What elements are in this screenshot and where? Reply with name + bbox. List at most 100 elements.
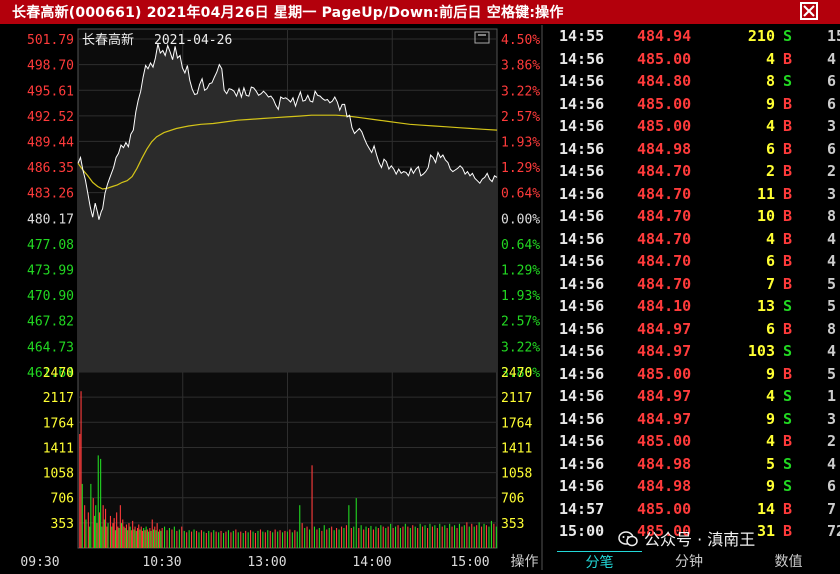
tick-count: 5 xyxy=(827,274,837,293)
tick-count: 8 xyxy=(827,207,837,225)
volume-bar xyxy=(134,526,136,548)
volume-bar xyxy=(128,523,130,548)
tick-time: 14:56 xyxy=(559,409,605,428)
right-axis-label: 1.29% xyxy=(501,161,540,176)
tick-row: 14:56 484.70 10 B 8 xyxy=(559,207,840,229)
intraday-chart: 501.79 498.70 495.61 492.52 489.44 486.35 483.… xyxy=(10,25,555,570)
tick-row: 14:56 485.00 4 B 4 xyxy=(559,49,840,72)
volume-bar xyxy=(286,531,288,548)
tick-price: 484.10 xyxy=(637,297,692,315)
volume-bar xyxy=(125,524,127,548)
volume-bar xyxy=(198,532,200,548)
tick-volume: 10 xyxy=(756,207,775,225)
volume-bar xyxy=(132,520,134,548)
volume-bar xyxy=(245,530,247,548)
tick-price: 484.98 xyxy=(637,139,692,158)
tick-count: 6 xyxy=(827,477,837,495)
tick-count: 3 xyxy=(827,409,837,428)
tick-count: 5 xyxy=(827,364,837,383)
tick-direction: B xyxy=(783,117,793,135)
volume-bar xyxy=(451,526,453,548)
price-area xyxy=(78,43,497,373)
volume-bar xyxy=(289,529,291,548)
volume-bar xyxy=(272,532,274,548)
tick-count: 6 xyxy=(827,139,837,158)
tab-3[interactable]: 数值 xyxy=(774,554,803,570)
volume-bar xyxy=(311,465,313,548)
tick-direction: B xyxy=(783,364,793,383)
volume-bar xyxy=(429,523,431,548)
tick-time: 14:56 xyxy=(559,297,605,315)
volume-bar xyxy=(196,530,198,548)
volume-bar xyxy=(355,498,357,548)
volume-bar xyxy=(113,518,115,548)
tab-1[interactable]: 分笔 xyxy=(557,551,642,571)
volume-bar xyxy=(210,532,212,548)
volume-bar xyxy=(441,526,443,548)
volume-axis-label: 706 xyxy=(51,492,74,507)
tick-volume: 7 xyxy=(765,274,775,293)
tick-direction: B xyxy=(783,162,793,180)
volume-bar xyxy=(331,526,333,548)
tick-volume: 13 xyxy=(756,297,775,315)
tick-count: 2 xyxy=(827,432,837,450)
volume-bar xyxy=(495,526,497,548)
volume-bar xyxy=(301,523,303,548)
chart-svg: 501.79 498.70 495.61 492.52 489.44 486.35 483.… xyxy=(20,25,543,570)
tick-volume: 9 xyxy=(765,364,775,383)
volume-bar xyxy=(153,529,155,548)
volume-bar xyxy=(215,531,217,548)
volume-bar xyxy=(114,530,116,548)
volume-bar xyxy=(160,530,162,548)
tick-time: 14:56 xyxy=(559,319,605,338)
title-bar: 长春高新(000661) 2021年04月26日 星期一 PageUp/Down… xyxy=(0,0,840,24)
volume-axis-label: 1411 xyxy=(43,441,74,456)
tick-time: 14:56 xyxy=(559,342,605,360)
volume-bar xyxy=(124,528,126,548)
volume-bar xyxy=(336,528,338,548)
volume-bar xyxy=(109,515,111,548)
volume-bar xyxy=(133,529,135,548)
tick-price: 484.80 xyxy=(637,72,692,90)
left-axis-label: 495.61 xyxy=(27,84,74,99)
volume-bar xyxy=(306,526,308,548)
tick-price: 484.98 xyxy=(637,477,692,495)
tab-2[interactable]: 分钟 xyxy=(675,554,703,570)
bottom-tabs: 操作 分笔 分钟 数值 xyxy=(497,551,840,571)
volume-bar xyxy=(436,528,438,548)
tick-volume: 4 xyxy=(765,387,775,405)
volume-bar xyxy=(377,528,379,548)
volume-bar xyxy=(318,528,320,548)
volume-axis-label-right: 1058 xyxy=(501,467,532,482)
tab-0[interactable]: 操作 xyxy=(510,554,539,570)
minimize-icon[interactable] xyxy=(474,31,490,44)
close-button[interactable] xyxy=(800,2,818,20)
volume-bar xyxy=(94,515,96,548)
volume-bar xyxy=(279,530,281,548)
right-axis-label: 4.50% xyxy=(501,33,540,48)
volume-bar xyxy=(148,531,150,548)
right-axis-label: 3.86% xyxy=(501,366,540,381)
volume-bar xyxy=(121,523,123,548)
volume-bar xyxy=(372,529,374,548)
volume-bar xyxy=(471,523,473,548)
tick-count: 6 xyxy=(827,94,837,113)
tick-direction: B xyxy=(783,319,793,338)
tick-count: 2 xyxy=(827,162,837,180)
volume-bar xyxy=(392,528,394,548)
volume-bar xyxy=(81,483,83,548)
tick-direction: S xyxy=(783,297,793,315)
volume-bar xyxy=(458,523,460,548)
volume-bar xyxy=(382,526,384,548)
volume-bar xyxy=(155,530,157,548)
tick-price: 485.00 xyxy=(637,49,692,68)
volume-bar xyxy=(321,530,323,548)
volume-bar xyxy=(92,498,94,548)
volume-bar xyxy=(85,519,87,548)
tick-volume: 9 xyxy=(765,409,775,428)
tick-price: 484.94 xyxy=(637,27,692,45)
tick-direction: B xyxy=(783,94,793,113)
volume-bar xyxy=(417,528,419,548)
left-axis-label: 498.70 xyxy=(27,59,74,74)
volume-bar xyxy=(106,526,108,548)
